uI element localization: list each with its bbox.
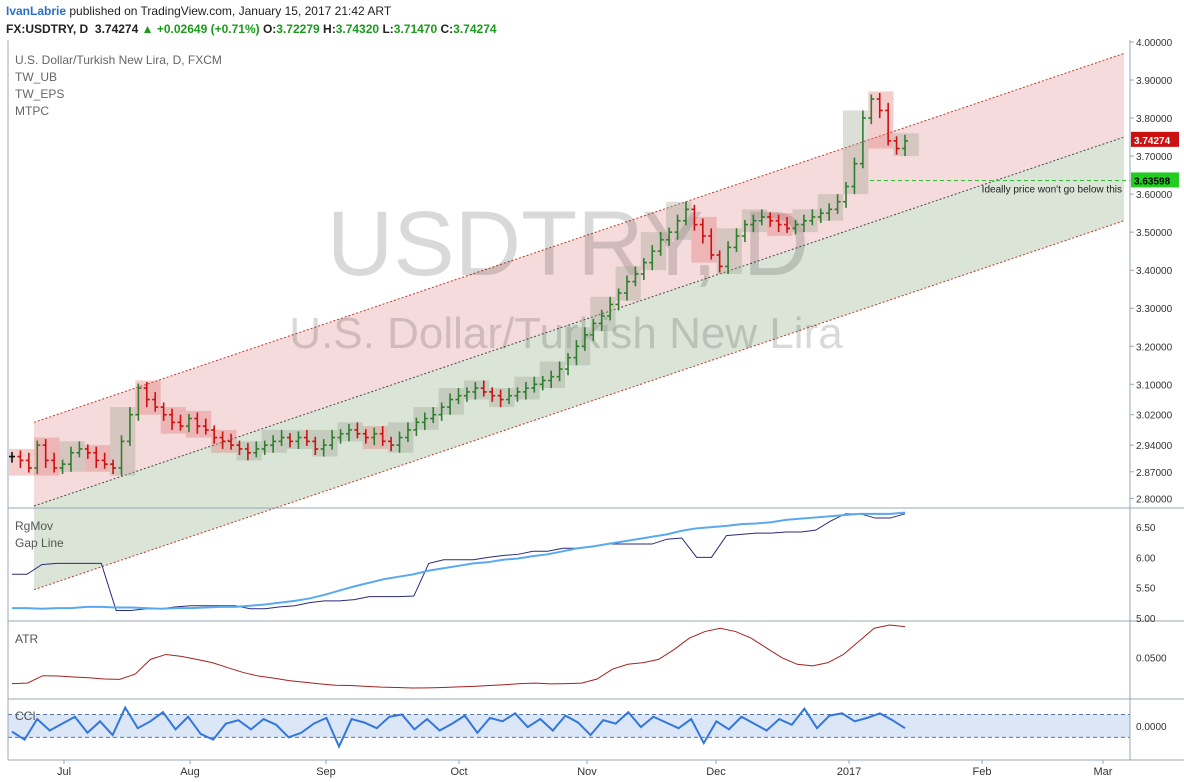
- rgmov-tick-label: 6.50: [1136, 523, 1156, 534]
- y-tick-label: 4.00000: [1136, 38, 1173, 49]
- rgmov-tick-label: 5.50: [1136, 584, 1156, 595]
- low-label: L:: [382, 22, 394, 36]
- x-tick-label: Sep: [316, 766, 336, 778]
- y-tick-label: 2.87000: [1136, 468, 1173, 479]
- support-annotation: Ideally price won't go below this: [982, 184, 1122, 195]
- x-tick-label: Dec: [706, 766, 726, 778]
- author-link[interactable]: IvanLabrie: [6, 4, 67, 18]
- indicator-label: TW_EPS: [15, 87, 64, 101]
- trend-box: [615, 266, 641, 301]
- trend-box: [489, 388, 515, 408]
- x-tick-label: 2017: [837, 766, 861, 778]
- low-value: 3.71470: [393, 22, 438, 36]
- x-tick-label: Jul: [57, 766, 71, 778]
- atr-tick-label: 0.0500: [1136, 654, 1167, 665]
- high-value: 3.74320: [335, 22, 380, 36]
- x-tick-label: Oct: [450, 766, 467, 778]
- y-tick-label: 2.80000: [1136, 494, 1173, 505]
- trend-box: [868, 91, 894, 149]
- price-tag-bg: [1131, 131, 1179, 147]
- y-tick-label: 3.90000: [1136, 76, 1173, 87]
- trend-box: [160, 407, 186, 434]
- trend-box: [539, 361, 566, 389]
- atr-legend: ATR: [15, 632, 38, 646]
- lower-channel: [34, 137, 1124, 590]
- cci-band: [8, 714, 1130, 738]
- indicator-label: TW_UB: [15, 70, 57, 84]
- trend-box: [337, 422, 363, 442]
- rgmov-pane: [12, 511, 906, 612]
- x-tick-label: Aug: [180, 766, 200, 778]
- regression-bands: [33, 52, 1125, 591]
- x-tick-label: Mar: [1094, 766, 1113, 778]
- rgmov-tick-label: 6.00: [1136, 553, 1156, 564]
- cci-legend: CCI: [15, 709, 36, 723]
- symbol-line: FX:USDTRY, D 3.74274 ▲ +0.02649 (+0.71%)…: [6, 22, 497, 36]
- y-tick-label: 3.70000: [1136, 152, 1173, 163]
- trend-box: [287, 429, 313, 449]
- level-tag: 3.63598: [1134, 176, 1171, 187]
- close-value: 3.74274: [453, 22, 497, 36]
- publish-line: IvanLabrie published on TradingView.com,…: [6, 4, 391, 18]
- rgmov-tick-label: 5.00: [1136, 614, 1156, 625]
- trend-box: [590, 296, 616, 332]
- close-label: C:: [440, 22, 454, 36]
- cci-tick-label: 0.0000: [1136, 722, 1167, 733]
- price-bars: [9, 92, 1130, 476]
- high-label: H:: [323, 22, 336, 36]
- price-change: ▲ +0.02649 (+0.71%): [141, 22, 260, 36]
- y-tick-label: 3.60000: [1136, 190, 1173, 201]
- y-tick-label: 3.20000: [1136, 342, 1173, 353]
- indicator-label: MTPC: [15, 104, 49, 118]
- rgmov-legend: RgMov: [15, 519, 53, 533]
- symbol-name[interactable]: FX:USDTRY, D: [6, 22, 89, 36]
- cci-line: [11, 705, 906, 749]
- upper-channel: [34, 53, 1124, 506]
- x-tick-label: Feb: [973, 766, 992, 778]
- y-tick-label: 2.94000: [1136, 441, 1173, 452]
- trend-box: [135, 380, 161, 415]
- trend-box: [817, 194, 844, 221]
- main-pane-title: U.S. Dollar/Turkish New Lira, D, FXCM: [15, 53, 222, 67]
- level-tag-bg: [1131, 172, 1179, 188]
- y-tick-label: 3.30000: [1136, 304, 1173, 315]
- trend-box: [9, 448, 35, 476]
- rgmov-legend: Gap Line: [15, 536, 64, 550]
- trend-box: [843, 110, 869, 195]
- y-tick-label: 3.50000: [1136, 228, 1173, 239]
- trend-box: [463, 380, 490, 400]
- axes: 4.00000 3.90000 3.80000 3.70000 3.60000 3.500…: [7, 38, 1184, 778]
- atr-line: [11, 624, 906, 689]
- x-tick-label: Nov: [577, 766, 597, 778]
- trend-box: [362, 426, 389, 449]
- publish-text: published on TradingView.com, January 15…: [69, 4, 392, 18]
- trend-box: [34, 437, 60, 476]
- trend-box: [438, 388, 464, 415]
- trend-box: [59, 441, 85, 472]
- last-price: 3.74274: [94, 22, 139, 36]
- trend-box: [84, 445, 111, 472]
- atr-pane: [11, 624, 906, 689]
- y-tick-label: 3.40000: [1136, 266, 1173, 277]
- trend-box: [236, 441, 262, 461]
- y-tick-label: 3.10000: [1136, 380, 1173, 391]
- watermark-name: U.S. Dollar/Turkish New Lira: [289, 309, 843, 358]
- pane-labels: Ideally price won't go below this 3.74274…: [15, 53, 1179, 723]
- y-tick-label: 3.02000: [1136, 411, 1173, 422]
- cci-pane: [8, 705, 1130, 749]
- open-value: 3.72279: [276, 22, 320, 36]
- trend-box: [312, 429, 338, 457]
- open-label: O:: [262, 22, 277, 36]
- price-tag: 3.74274: [1134, 136, 1171, 147]
- trend-box: [893, 133, 919, 157]
- gap-line: [12, 511, 906, 610]
- trend-box: [185, 410, 212, 438]
- y-tick-label: 3.80000: [1136, 114, 1173, 125]
